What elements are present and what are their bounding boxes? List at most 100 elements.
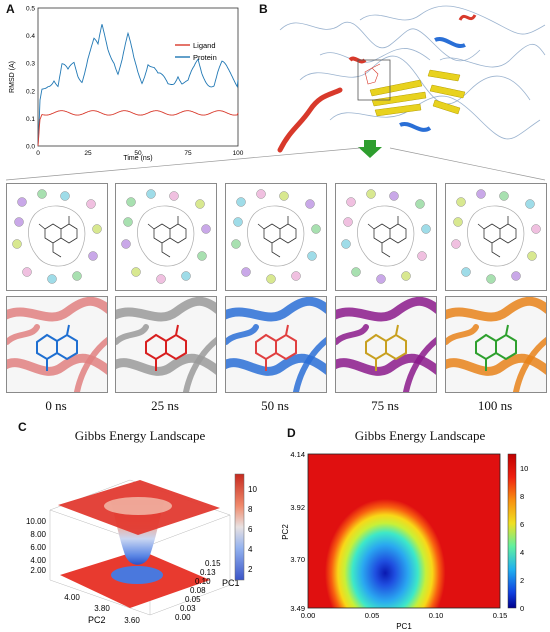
pose-snapshot-svg — [7, 297, 107, 392]
protein-ribbon — [116, 297, 216, 322]
pose-snapshot-svg — [116, 297, 216, 392]
residue-node — [279, 191, 289, 201]
residue-node — [511, 271, 521, 281]
panel-c-title: Gibbs Energy Landscape — [74, 428, 206, 443]
ligand-stick-model — [475, 324, 517, 371]
ligand-stick-model — [145, 324, 187, 371]
rmsd-x-tick: 75 — [184, 150, 192, 157]
svg-text:4.00: 4.00 — [30, 556, 46, 565]
residue-node — [123, 217, 133, 227]
pose-snapshot — [115, 296, 217, 393]
ligand-skeleton — [38, 216, 78, 258]
protein-ribbon — [446, 353, 546, 376]
protein-ribbon — [293, 336, 326, 392]
surface-pc2-ticks: 4.00 3.80 3.60 — [64, 593, 140, 625]
protein-ribbon — [74, 336, 107, 392]
residue-node — [307, 251, 317, 261]
time-label-25: 25 ns — [151, 398, 179, 413]
interaction-diagram — [445, 183, 547, 291]
surface-z-ticks: 10.00 8.00 6.00 4.00 2.00 — [26, 517, 47, 575]
residue-node — [499, 191, 509, 201]
residue-node — [341, 239, 351, 249]
interaction-diagram-svg — [12, 189, 102, 284]
ligand-contour — [247, 205, 305, 267]
rmsd-x-tick: 100 — [233, 150, 244, 157]
svg-text:0.10: 0.10 — [429, 611, 444, 620]
residue-node — [197, 251, 207, 261]
interaction-diagram — [115, 183, 217, 291]
ligand-contour — [467, 205, 525, 267]
interaction-diagram — [335, 183, 437, 291]
svg-text:3.49: 3.49 — [290, 604, 305, 613]
residue-node — [351, 267, 361, 277]
heatmap-x-axis-label: PC1 — [396, 622, 412, 631]
residue-node — [456, 197, 466, 207]
rmsd-x-axis-label: Time (ns) — [123, 155, 152, 162]
residue-node — [131, 267, 141, 277]
residue-node — [201, 224, 211, 234]
helix-ribbon-red-2 — [348, 56, 367, 64]
helix-ribbon-red-3 — [458, 14, 477, 21]
residue-node — [92, 224, 102, 234]
residue-node — [401, 271, 411, 281]
ligand-in-site — [364, 63, 381, 85]
protein-ribbon — [446, 324, 479, 345]
residue-node — [527, 251, 537, 261]
residue-node — [305, 199, 315, 209]
svg-text:6: 6 — [248, 525, 253, 534]
pose-snapshot-svg — [446, 297, 546, 392]
residue-node — [121, 239, 131, 249]
svg-text:3.92: 3.92 — [290, 503, 305, 512]
rmsd-chart: 0.0 0.1 0.2 0.3 0.4 0.5 0 25 50 75 100 Ligand Pro… — [9, 6, 244, 163]
heatmap-colorbar-ticks: 10 8 6 4 2 0 — [520, 464, 528, 613]
interaction-diagram — [6, 183, 108, 291]
protein-ribbon — [7, 324, 40, 345]
rmsd-x-tick: 0 — [36, 150, 40, 157]
svg-text:2: 2 — [520, 576, 524, 585]
ligand-skeleton — [257, 216, 297, 258]
residue-node — [241, 267, 251, 277]
ligand-stick-model — [255, 324, 297, 371]
heatmap-frame — [307, 453, 501, 609]
helix-ribbon-blue-2 — [399, 121, 432, 132]
svg-text:0.13: 0.13 — [200, 568, 216, 577]
protein-ribbon — [226, 353, 326, 376]
residue-node — [451, 239, 461, 249]
protein-ribbon — [116, 353, 216, 376]
time-label-100: 100 ns — [477, 398, 513, 413]
protein-ribbon — [403, 336, 436, 392]
rmsd-y-tick: 0.3 — [26, 61, 35, 68]
svg-text:8: 8 — [248, 505, 253, 514]
heatmap-basin — [315, 454, 471, 608]
svg-text:3.80: 3.80 — [94, 604, 110, 613]
helix-ribbon-blue — [434, 36, 466, 49]
protein-ribbon — [336, 324, 369, 345]
ligand-skeleton — [147, 216, 187, 258]
residue-node — [60, 191, 70, 201]
protein-structure-image — [277, 5, 546, 158]
protein-coils — [279, 5, 546, 140]
energy-surface-3d: 10.00 8.00 6.00 4.00 2.00 4.00 3.80 3.60… — [26, 473, 257, 625]
panel-d-title: Gibbs Energy Landscape — [354, 428, 486, 443]
surface-well-bottom — [111, 566, 163, 584]
panel-b-letter: B — [259, 2, 268, 16]
protein-ribbon — [226, 324, 259, 345]
ligand-contour — [137, 205, 195, 267]
protein-rmsd-line — [37, 24, 239, 147]
ligand-contour — [28, 205, 86, 267]
pose-snapshot — [335, 296, 437, 393]
legend-ligand-label: Ligand — [193, 41, 216, 50]
svg-text:0.15: 0.15 — [493, 611, 508, 620]
residue-node — [72, 271, 82, 281]
rmsd-x-tick: 25 — [84, 150, 92, 157]
residue-node — [146, 189, 156, 199]
protein-ribbon — [226, 297, 326, 322]
zoom-guide-lines — [5, 147, 546, 181]
residue-node — [417, 251, 427, 261]
residue-node — [461, 267, 471, 277]
rmsd-y-tick: 0.0 — [26, 144, 35, 151]
surface-pc2-label: PC2 — [88, 615, 106, 625]
panel-c-letter: C — [18, 420, 27, 434]
svg-text:0: 0 — [520, 604, 524, 613]
time-label-75: 75 ns — [371, 398, 399, 413]
